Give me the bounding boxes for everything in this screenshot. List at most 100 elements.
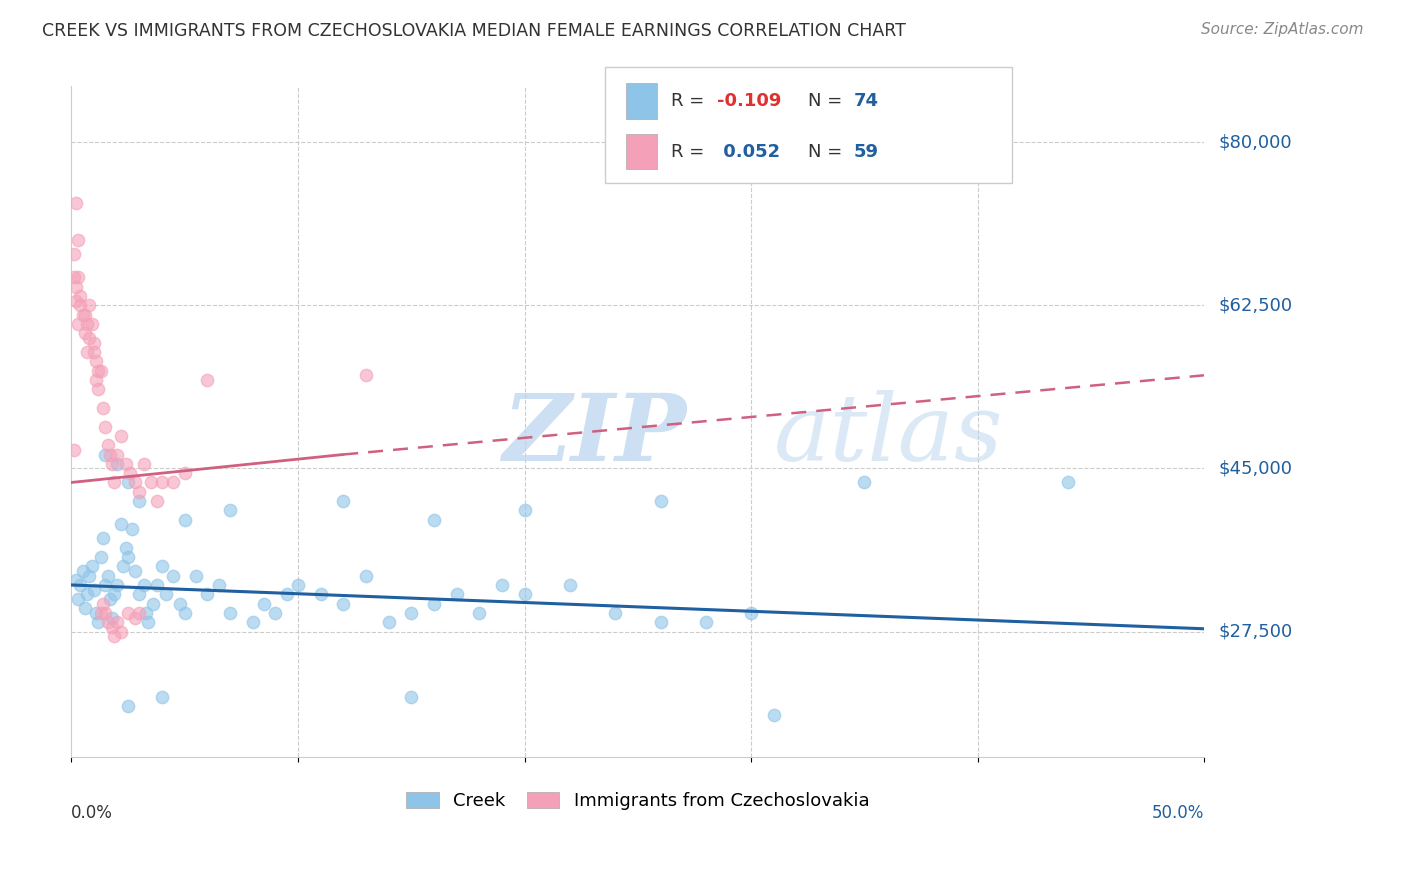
Point	[309, 587, 332, 601]
Point	[195, 587, 218, 601]
Point	[399, 690, 422, 704]
Point	[62, 247, 84, 261]
Point	[91, 401, 114, 415]
Point	[423, 513, 446, 527]
Point	[558, 578, 581, 592]
Point	[65, 293, 87, 308]
Point	[110, 624, 132, 639]
Point	[219, 503, 242, 517]
Point	[128, 606, 150, 620]
Point	[103, 629, 125, 643]
Point	[94, 606, 117, 620]
Point	[87, 382, 110, 396]
Point	[695, 615, 717, 630]
Point	[446, 587, 468, 601]
Point	[121, 522, 143, 536]
Point	[94, 419, 117, 434]
Point	[67, 591, 90, 606]
Point	[132, 457, 155, 471]
Text: $62,500: $62,500	[1219, 296, 1292, 314]
Point	[762, 708, 785, 723]
Point	[513, 587, 536, 601]
Point	[162, 568, 184, 582]
Point	[67, 270, 90, 285]
Point	[253, 597, 276, 611]
Point	[105, 615, 128, 630]
Point	[90, 606, 112, 620]
Point	[83, 582, 105, 597]
Point	[169, 597, 191, 611]
Point	[84, 606, 107, 620]
Point	[128, 494, 150, 508]
Point	[173, 513, 195, 527]
Text: N =: N =	[808, 143, 848, 161]
Point	[62, 270, 84, 285]
Point	[399, 606, 422, 620]
Point	[150, 559, 173, 574]
Point	[114, 457, 136, 471]
Point	[110, 517, 132, 532]
Point	[332, 494, 354, 508]
Point	[103, 475, 125, 490]
Point	[195, 373, 218, 387]
Point	[73, 308, 96, 322]
Point	[162, 475, 184, 490]
Text: 0.052: 0.052	[717, 143, 780, 161]
Point	[128, 587, 150, 601]
Point	[173, 466, 195, 480]
Point	[184, 568, 207, 582]
Point	[98, 591, 121, 606]
Point	[91, 597, 114, 611]
Point	[276, 587, 298, 601]
Point	[84, 373, 107, 387]
Text: -0.109: -0.109	[717, 93, 782, 111]
Point	[87, 615, 110, 630]
Point	[83, 335, 105, 350]
Point	[72, 564, 94, 578]
Point	[76, 345, 98, 359]
Point	[79, 331, 101, 345]
Point	[135, 606, 157, 620]
Text: CREEK VS IMMIGRANTS FROM CZECHOSLOVAKIA MEDIAN FEMALE EARNINGS CORRELATION CHART: CREEK VS IMMIGRANTS FROM CZECHOSLOVAKIA …	[42, 22, 905, 40]
Point	[91, 532, 114, 546]
Point	[155, 587, 177, 601]
Point	[173, 606, 195, 620]
Point	[98, 448, 121, 462]
Point	[110, 429, 132, 443]
Point	[146, 578, 169, 592]
Point	[84, 354, 107, 368]
Point	[650, 494, 672, 508]
Point	[65, 195, 87, 210]
Point	[332, 597, 354, 611]
Point	[150, 475, 173, 490]
Point	[491, 578, 513, 592]
Point	[105, 578, 128, 592]
Text: $80,000: $80,000	[1219, 133, 1292, 152]
Point	[96, 615, 118, 630]
Point	[79, 298, 101, 312]
Point	[354, 368, 377, 383]
Point	[128, 484, 150, 499]
Point	[468, 606, 491, 620]
Text: 50.0%: 50.0%	[1152, 805, 1205, 822]
Legend: Creek, Immigrants from Czechoslovakia: Creek, Immigrants from Czechoslovakia	[401, 787, 875, 815]
Point	[72, 308, 94, 322]
Point	[117, 606, 139, 620]
Point	[377, 615, 399, 630]
Point	[69, 578, 91, 592]
Point	[76, 587, 98, 601]
Point	[80, 317, 103, 331]
Point	[650, 615, 672, 630]
Point	[101, 610, 124, 624]
Text: 0.0%: 0.0%	[72, 805, 112, 822]
Text: Source: ZipAtlas.com: Source: ZipAtlas.com	[1201, 22, 1364, 37]
Point	[73, 326, 96, 341]
Point	[853, 475, 876, 490]
Point	[69, 289, 91, 303]
Point	[76, 317, 98, 331]
Point	[96, 568, 118, 582]
Point	[207, 578, 229, 592]
Point	[1057, 475, 1080, 490]
Point	[65, 574, 87, 588]
Point	[101, 457, 124, 471]
